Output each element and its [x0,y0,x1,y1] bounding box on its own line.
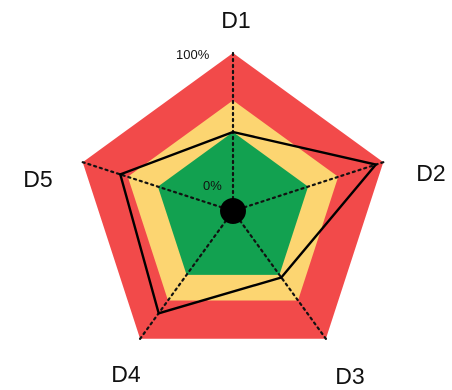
scale-max-label: 100% [176,47,210,62]
spoke-d5 [81,161,235,213]
center-marker [220,198,246,224]
axis-label-d2: D2 [416,160,445,186]
data-point-d1 [231,130,235,134]
data-point-d2 [374,163,378,166]
axis-label-d3: D3 [335,363,364,389]
data-series [119,130,378,315]
data-point-d3 [280,276,283,279]
spoke-d4 [139,209,235,340]
center-marker-group [220,198,246,224]
spoke-d3 [231,209,327,340]
data-point-d4 [157,312,160,315]
data-point-d5 [119,173,122,176]
scale-min-label: 0% [203,178,222,193]
axis-label-d5: D5 [23,166,52,192]
axis-label-d4: D4 [111,361,141,387]
spoke-d2 [231,161,385,213]
axis-label-d1: D1 [221,7,250,33]
series-line-0 [119,130,377,315]
